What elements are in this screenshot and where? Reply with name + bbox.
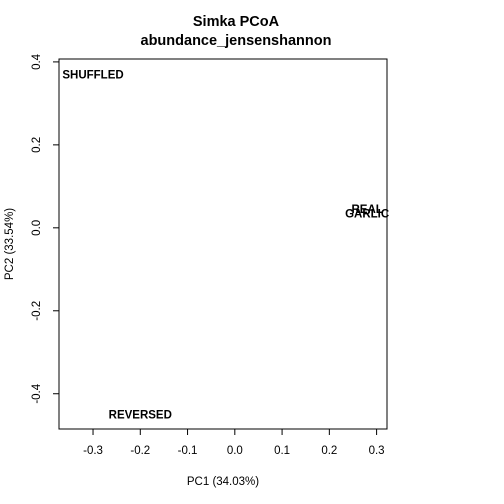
y-axis: -0.4 -0.2 0.0 0.2 0.4 xyxy=(31,53,60,404)
x-tick-label: 0.3 xyxy=(369,445,385,457)
y-tick-label: -0.2 xyxy=(31,301,43,321)
y-tick-label: 0.4 xyxy=(31,53,43,70)
x-axis: -0.3 -0.2 -0.1 0.0 0.1 0.2 0.3 xyxy=(83,428,385,457)
y-axis-title: PC2 (33.54%) xyxy=(4,208,16,280)
point-label-shuffled: SHUFFLED xyxy=(62,69,123,81)
point-label-reversed: REVERSED xyxy=(109,409,172,421)
point-label-garlic: GARLIC xyxy=(345,208,389,220)
x-tick-label: 0.0 xyxy=(227,445,243,457)
x-tick-label: 0.2 xyxy=(321,445,337,457)
plot-frame xyxy=(58,58,388,430)
chart-title: Simka PCoA xyxy=(193,14,280,30)
x-tick-label: -0.3 xyxy=(83,445,103,457)
x-tick-label: 0.1 xyxy=(274,445,290,457)
point-label-real: REAL xyxy=(351,204,382,216)
x-tick-label: -0.2 xyxy=(130,445,150,457)
x-tick-label: -0.1 xyxy=(178,445,198,457)
y-tick-label: -0.4 xyxy=(31,383,43,403)
y-tick-label: 0.0 xyxy=(31,220,43,236)
x-axis-title: PC1 (34.03%) xyxy=(187,476,259,488)
y-tick-label: 0.2 xyxy=(31,137,43,153)
chart-subtitle: abundance_jensenshannon xyxy=(141,33,332,49)
